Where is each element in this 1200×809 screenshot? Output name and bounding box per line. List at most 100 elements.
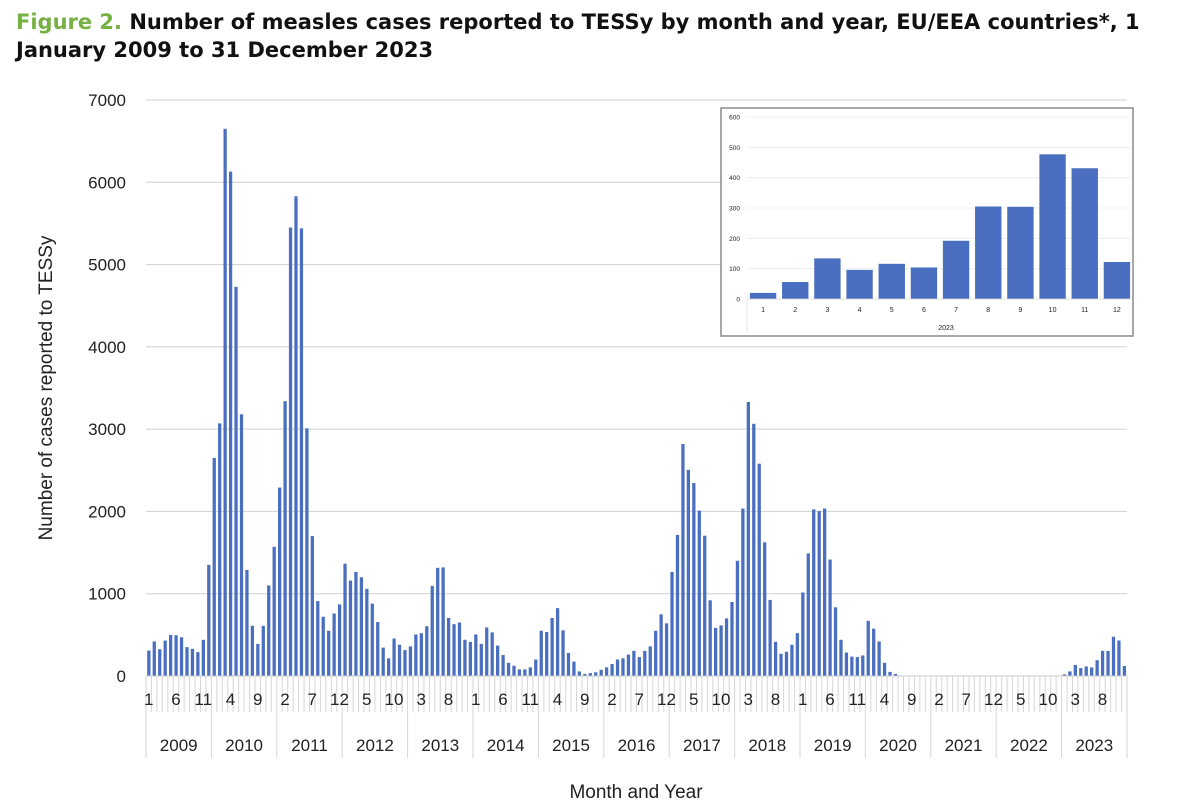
bar — [664, 623, 669, 676]
bar — [632, 650, 636, 676]
bar — [245, 569, 249, 676]
inset-bar — [1103, 261, 1131, 299]
y-tick-label: 3000 — [88, 420, 126, 439]
bar — [234, 286, 238, 676]
inset-bar — [846, 269, 873, 299]
bar — [555, 608, 560, 676]
bar — [283, 401, 287, 676]
month-tick-label: 11 — [194, 690, 212, 709]
bar — [517, 669, 522, 676]
bar — [190, 648, 195, 676]
month-tick-label: 6 — [498, 690, 507, 709]
bar — [844, 652, 849, 676]
inset-bar — [975, 206, 1002, 299]
bar — [305, 428, 309, 676]
inset-y-tick-label: 300 — [729, 206, 740, 213]
month-tick-label: 10 — [712, 690, 731, 709]
bar — [861, 655, 865, 676]
bar — [376, 622, 380, 676]
inset-frame — [720, 107, 1134, 337]
bar — [621, 658, 625, 676]
bar — [1117, 640, 1121, 676]
inset-y-tick-label: 500 — [729, 145, 740, 152]
bar — [610, 664, 614, 676]
bar — [730, 601, 734, 676]
main-bars — [147, 128, 1127, 677]
bar — [163, 640, 167, 676]
bar — [272, 546, 276, 676]
bar — [147, 650, 151, 676]
month-tick-label: 10 — [1039, 690, 1058, 709]
bar — [316, 601, 320, 676]
month-tick-label: 7 — [307, 690, 316, 709]
bar — [697, 510, 701, 676]
bar — [430, 585, 434, 676]
bar — [790, 644, 794, 676]
inset-y-tick-labels: 0 100 200 300 400 500 600 — [729, 115, 740, 304]
bar — [686, 469, 691, 676]
month-tick-label: 8 — [444, 690, 453, 709]
figure-title: Figure 2. Number of measles cases report… — [16, 8, 1196, 64]
month-tick-label: 12 — [330, 690, 349, 709]
month-tick-label: 6 — [171, 690, 180, 709]
bar — [773, 641, 778, 676]
bar — [1068, 671, 1072, 676]
main-x-axis: 1 6 11 4 9 2 7 12 5 10 3 8 1 6 11 4 9 2 7 12 5 10 3 8 1 6 11 4 9 2 7 12… — [144, 675, 1128, 758]
bar — [446, 617, 451, 676]
month-tick-label: 9 — [907, 690, 916, 709]
bar — [872, 628, 876, 676]
bar — [403, 650, 407, 676]
bar — [278, 487, 282, 676]
bar — [539, 630, 543, 676]
y-tick-label: 0 — [117, 667, 126, 686]
bar — [893, 673, 898, 676]
month-tick-label: 1 — [798, 690, 807, 709]
bar — [692, 483, 696, 676]
year-label: 2018 — [748, 736, 786, 755]
bar — [714, 627, 718, 676]
bar — [659, 614, 663, 676]
bar — [1100, 650, 1105, 676]
bar — [888, 671, 892, 676]
inset-bar — [942, 240, 970, 299]
inset-x-tick-label: 7 — [954, 307, 958, 314]
inset-x-axis: 1 2 3 4 5 6 7 8 9 10 11 12 — [746, 298, 1131, 334]
month-tick-label: 8 — [1098, 690, 1107, 709]
bar — [637, 657, 641, 676]
bar — [626, 654, 631, 676]
month-tick-label: 3 — [1070, 690, 1079, 709]
bar — [708, 600, 712, 676]
bar — [387, 658, 391, 676]
bar — [703, 535, 707, 676]
bar — [381, 647, 385, 676]
bar — [212, 457, 216, 676]
figure-label: Figure 2. — [16, 10, 123, 34]
bar — [310, 536, 314, 676]
inset-x-tick-label: 5 — [890, 307, 894, 314]
inset-y-tick-label: 200 — [729, 236, 740, 243]
bar — [806, 553, 810, 676]
bar — [474, 634, 478, 676]
bar — [256, 643, 260, 676]
month-tick-label: 9 — [580, 690, 589, 709]
bar — [441, 567, 445, 676]
bar — [354, 571, 358, 676]
bar — [719, 625, 723, 676]
bar — [419, 633, 423, 676]
inset-y-tick-label: 100 — [729, 266, 740, 273]
bar — [207, 564, 211, 676]
bar — [588, 673, 592, 676]
bar — [724, 618, 729, 676]
bar — [485, 627, 489, 676]
month-tick-label: 4 — [226, 690, 235, 709]
bar — [337, 604, 342, 676]
bar — [823, 508, 827, 676]
bar — [599, 669, 603, 676]
inset-x-tick-label: 9 — [1018, 307, 1022, 314]
year-label: 2010 — [225, 736, 263, 755]
bar — [501, 655, 505, 676]
month-tick-label: 1 — [144, 690, 153, 709]
year-label: 2021 — [945, 736, 983, 755]
bar — [158, 649, 162, 676]
month-tick-label: 2 — [280, 690, 289, 709]
